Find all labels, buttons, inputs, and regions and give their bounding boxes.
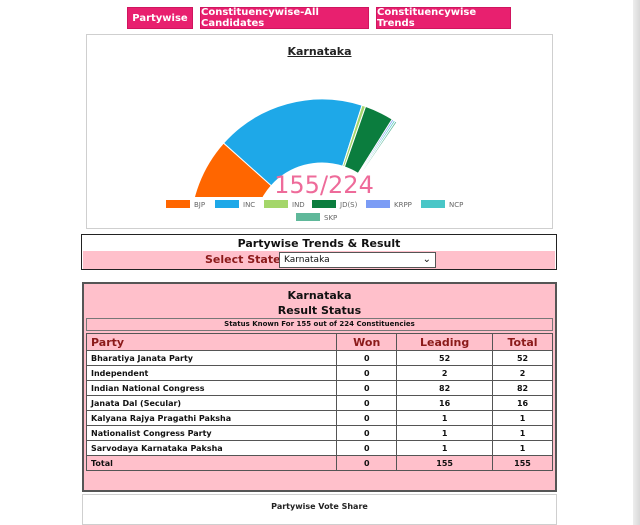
cell-leading: 1 [396, 425, 494, 441]
cell-party: Kalyana Rajya Pragathi Paksha [85, 410, 338, 426]
cell-total: 2 [492, 365, 553, 381]
legend-label-ind[interactable]: IND [292, 201, 305, 209]
cell-leading: 82 [396, 380, 494, 396]
table-row: Janata Dal (Secular) 0 16 16 [85, 395, 553, 411]
cell-party: Nationalist Congress Party [85, 425, 338, 441]
tab-partywise[interactable]: Partywise [127, 7, 193, 29]
table-row: Independent 0 2 2 [85, 365, 553, 381]
legend-swatch-krpp[interactable] [366, 200, 390, 208]
column-header-leading: Leading [396, 333, 494, 351]
tab-constituencywise-all-candidates[interactable]: Constituencywise-All Candidates [200, 7, 369, 29]
table-header-row: Party Won Leading Total [85, 333, 553, 351]
table-row: Sarvodaya Karnataka Paksha 0 1 1 [85, 440, 553, 456]
selector-title: Partywise Trends & Result [237, 237, 401, 250]
legend-label-bjp[interactable]: BJP [194, 201, 205, 209]
chart-center-label: 155/224 [274, 171, 374, 199]
cell-leading: 16 [396, 395, 494, 411]
cell-total: 82 [492, 380, 553, 396]
table-row: Bharatiya Janata Party 0 52 52 [85, 350, 553, 366]
total-total: 155 [492, 455, 553, 471]
total-label: Total [85, 455, 338, 471]
cell-won: 0 [336, 365, 398, 381]
cell-party: Independent [85, 365, 338, 381]
cell-party: Bharatiya Janata Party [85, 350, 338, 366]
legend-label-jd-s-[interactable]: JD(S) [339, 201, 358, 209]
chart-slice-skp [359, 120, 398, 176]
status-known-text: Status Known For 155 out of 224 Constitu… [86, 318, 553, 331]
result-subtitle: Result Status [277, 304, 362, 317]
cell-party: Sarvodaya Karnataka Paksha [85, 440, 338, 456]
cell-total: 52 [492, 350, 553, 366]
legend-swatch-skp[interactable] [296, 213, 320, 221]
cell-leading: 52 [396, 350, 494, 366]
legend-swatch-jd-s-[interactable] [312, 200, 336, 208]
cell-total: 1 [492, 440, 553, 456]
cell-won: 0 [336, 380, 398, 396]
selector-row: Select State Karnataka ⌄ [83, 251, 555, 269]
legend-label-inc[interactable]: INC [243, 201, 255, 209]
legend-swatch-bjp[interactable] [166, 200, 190, 208]
seat-semi-donut-chart: 155/224 BJP INC IND JD(S) KRPP NCP SKP [147, 98, 487, 228]
cell-total: 16 [492, 395, 553, 411]
page-edge-shadow [633, 0, 640, 525]
result-header: Karnataka Result Status [84, 288, 555, 318]
cell-won: 0 [336, 350, 398, 366]
chevron-down-icon: ⌄ [422, 254, 431, 265]
total-leading: 155 [396, 455, 494, 471]
chart-title: Karnataka [287, 45, 352, 58]
result-state-name: Karnataka [287, 289, 352, 302]
vote-share-panel: Partywise Vote Share [82, 494, 557, 525]
cell-won: 0 [336, 440, 398, 456]
cell-leading: 1 [396, 410, 494, 426]
result-status-panel: Karnataka Result Status Status Known For… [82, 282, 557, 492]
state-selector-panel: Partywise Trends & Result Select State K… [81, 234, 557, 270]
legend-swatch-inc[interactable] [215, 200, 239, 208]
legend-swatch-ncp[interactable] [421, 200, 445, 208]
cell-total: 1 [492, 410, 553, 426]
legend-swatch-ind[interactable] [264, 200, 288, 208]
legend-label-ncp[interactable]: NCP [449, 201, 463, 209]
result-table: Party Won Leading Total Bharatiya Janata… [85, 333, 553, 471]
cell-party: Janata Dal (Secular) [85, 395, 338, 411]
table-row: Nationalist Congress Party 0 1 1 [85, 425, 553, 441]
cell-party: Indian National Congress [85, 380, 338, 396]
table-row: Indian National Congress 0 82 82 [85, 380, 553, 396]
state-dropdown-value: Karnataka [284, 255, 330, 265]
state-dropdown[interactable]: Karnataka ⌄ [279, 252, 436, 268]
legend-label-krpp[interactable]: KRPP [394, 201, 412, 209]
column-header-party: Party [85, 333, 338, 351]
seat-chart-panel: Karnataka 155/224 BJP INC IND JD(S) KRPP NCP SK… [86, 34, 553, 229]
legend-label-skp[interactable]: SKP [324, 214, 337, 222]
table-total-row: Total 0 155 155 [85, 455, 553, 471]
cell-won: 0 [336, 395, 398, 411]
vote-share-title: Partywise Vote Share [271, 502, 368, 511]
column-header-won: Won [336, 333, 398, 351]
tab-constituencywise-trends[interactable]: Constituencywise Trends [376, 7, 511, 29]
cell-leading: 1 [396, 440, 494, 456]
table-row: Kalyana Rajya Pragathi Paksha 0 1 1 [85, 410, 553, 426]
select-state-label: Select State [205, 253, 281, 266]
total-won: 0 [336, 455, 398, 471]
cell-won: 0 [336, 425, 398, 441]
cell-total: 1 [492, 425, 553, 441]
cell-won: 0 [336, 410, 398, 426]
column-header-total: Total [492, 333, 553, 351]
cell-leading: 2 [396, 365, 494, 381]
